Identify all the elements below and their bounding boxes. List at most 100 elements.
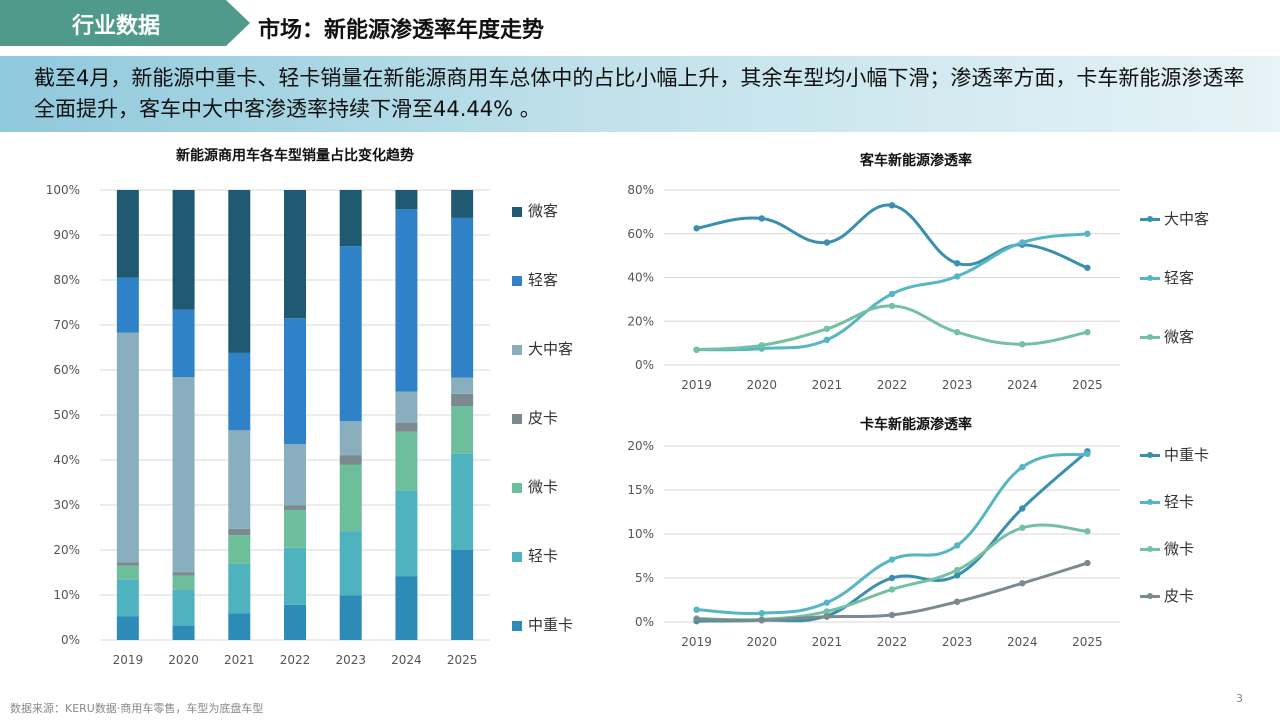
legend-label: 大中客 xyxy=(1164,210,1210,228)
legend-label: 中重卡 xyxy=(1164,446,1210,464)
bar-segment xyxy=(228,528,251,536)
bar-segment xyxy=(228,352,251,431)
legend-swatch xyxy=(1140,334,1160,340)
legend-label: 轻卡 xyxy=(528,547,559,565)
legend-item: 轻卡 xyxy=(1140,491,1194,512)
bar-segment xyxy=(116,332,139,563)
data-point xyxy=(1084,328,1091,336)
bar-segment xyxy=(284,604,306,640)
bar-segment xyxy=(451,377,474,394)
truck-chart-title: 卡车新能源渗透率 xyxy=(860,417,972,433)
data-point xyxy=(953,598,961,605)
x-tick-label: 2025 xyxy=(1072,378,1103,392)
legend-swatch xyxy=(512,482,522,493)
data-point xyxy=(1019,463,1026,471)
y-tick-label: 70% xyxy=(53,318,80,332)
legend-item: 中重卡 xyxy=(1140,444,1209,465)
data-point xyxy=(1019,524,1026,532)
x-tick-label: 2023 xyxy=(942,378,973,392)
data-point xyxy=(1019,580,1026,587)
x-tick-label: 2020 xyxy=(168,653,199,667)
legend-label: 微卡 xyxy=(528,478,559,496)
y-tick-label: 90% xyxy=(53,228,80,242)
legend-swatch xyxy=(1140,593,1160,599)
series-line xyxy=(696,304,1088,352)
x-tick-label: 2024 xyxy=(1007,378,1038,392)
legend-item: 大中客 xyxy=(1140,208,1209,229)
data-point xyxy=(758,617,765,624)
x-tick-label: 2019 xyxy=(681,378,712,392)
bar-segment xyxy=(284,444,306,506)
y-tick-label: 40% xyxy=(53,453,80,467)
data-point xyxy=(693,616,700,623)
x-tick-label: 2020 xyxy=(746,635,777,649)
x-tick-label: 2020 xyxy=(746,378,777,392)
legend-swatch xyxy=(1140,499,1160,505)
bar-segment xyxy=(116,562,139,566)
data-point xyxy=(953,572,961,579)
bar-segment xyxy=(284,190,306,319)
legend-swatch xyxy=(1140,546,1160,552)
page-number: 3 xyxy=(1236,692,1243,705)
y-tick-label: 20% xyxy=(53,543,80,557)
data-point xyxy=(1084,230,1091,237)
bar-segment xyxy=(228,535,251,564)
share-chart-title: 新能源商用车各车型销量占比变化趋势 xyxy=(176,148,414,164)
truck-chart: 0% 5% 10% 15% 20% 2019 2020 2021 2022 2023 2024 202… xyxy=(627,439,1120,649)
bar-segment xyxy=(395,391,418,423)
y-tick-label: 50% xyxy=(53,408,80,422)
page-title: 市场：新能源渗透率年度走势 xyxy=(258,18,545,43)
bar-segment xyxy=(116,616,139,640)
y-tick-label: 0% xyxy=(635,358,654,372)
bus-chart-legend: 大中客 轻客 微客 xyxy=(1140,208,1270,358)
bar-segment xyxy=(116,277,139,333)
legend-label: 微客 xyxy=(528,202,559,220)
data-point xyxy=(823,239,831,246)
summary-banner: 截至4月，新能源中重卡、轻卡销量在新能源商用车总体中的占比小幅上升，其余车型均小… xyxy=(0,56,1280,132)
bar-segment xyxy=(284,318,306,445)
data-point xyxy=(953,328,961,336)
bar-segment xyxy=(172,572,195,576)
bar-segment xyxy=(395,490,418,577)
data-point xyxy=(953,542,961,549)
legend-label: 微卡 xyxy=(1164,540,1195,558)
legend-item: 皮卡 xyxy=(512,407,558,428)
series-line xyxy=(696,203,1088,270)
share-chart-legend: 微客轻客大中客皮卡微卡轻卡中重卡 xyxy=(512,200,602,640)
legend-label: 大中客 xyxy=(528,340,574,358)
data-point xyxy=(758,342,765,349)
legend-item: 微卡 xyxy=(512,476,558,497)
x-tick-label: 2022 xyxy=(877,635,908,649)
bus-chart-title: 客车新能源渗透率 xyxy=(860,153,972,169)
bar-segment xyxy=(172,309,195,378)
data-point xyxy=(888,586,896,593)
legend-swatch xyxy=(1140,275,1160,281)
legend-item: 微卡 xyxy=(1140,538,1194,559)
x-tick-label: 2022 xyxy=(280,653,311,667)
bus-chart: 0% 20% 40% 60% 80% 2019 2020 2021 2022 2023 2024 20… xyxy=(627,183,1120,392)
y-tick-label: 15% xyxy=(627,483,654,497)
bar-segment xyxy=(116,579,139,617)
y-tick-label: 10% xyxy=(627,527,654,541)
legend-swatch xyxy=(512,206,522,217)
data-point xyxy=(823,325,831,333)
y-tick-label: 0% xyxy=(635,615,654,629)
bar-segment xyxy=(451,393,474,406)
legend-item: 轻客 xyxy=(512,269,558,290)
data-point xyxy=(693,346,700,353)
data-source-note: 数据来源：KERU数据·商用车零售，车型为底盘车型 xyxy=(10,702,264,715)
legend-item: 中重卡 xyxy=(512,614,573,635)
legend-swatch xyxy=(512,275,522,286)
bar-segment xyxy=(339,246,362,422)
x-tick-label: 2023 xyxy=(942,635,973,649)
x-tick-label: 2021 xyxy=(224,653,255,667)
bar-segment xyxy=(451,453,474,550)
legend-item: 轻卡 xyxy=(512,545,558,566)
x-tick-label: 2022 xyxy=(877,378,908,392)
legend-item: 大中客 xyxy=(512,338,573,359)
data-point xyxy=(1084,559,1091,567)
y-tick-label: 60% xyxy=(627,227,654,241)
data-point xyxy=(1019,341,1026,348)
legend-item: 微客 xyxy=(512,200,558,221)
data-point xyxy=(758,610,765,617)
